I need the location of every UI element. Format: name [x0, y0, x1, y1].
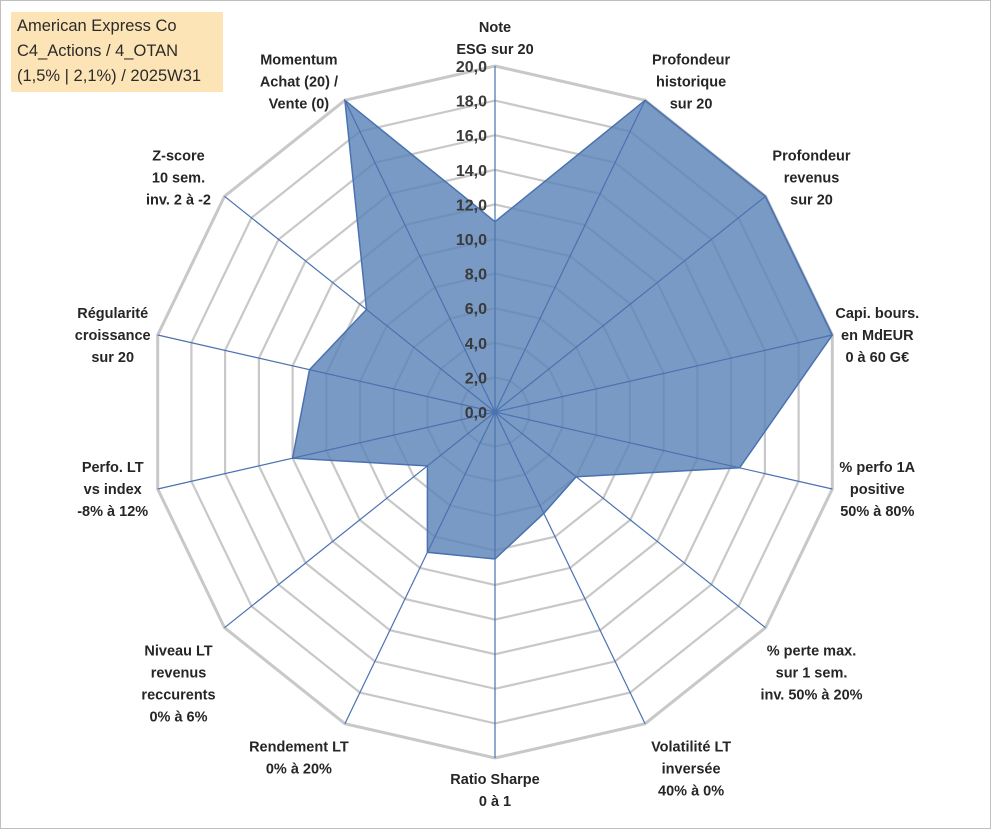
axis-label-line: revenus	[784, 170, 840, 186]
spoke-6	[494, 411, 646, 724]
axis-label-1: Profondeur historique sur 20	[652, 52, 730, 112]
spoke-1	[494, 100, 646, 413]
tick-label-0: 0,0	[465, 405, 487, 422]
axis-label-line: % perte max.	[767, 644, 856, 660]
axis-label-line: Vente (0)	[269, 96, 330, 112]
axis-label-line: en MdEUR	[841, 328, 914, 344]
axis-label-5: % perte max. sur 1 sem. inv. 50% à 20%	[760, 644, 862, 704]
axis-label-7: Ratio Sharpe 0 à 1	[450, 772, 539, 810]
tick-label-2: 4,0	[465, 336, 487, 353]
axis-label-line: -8% à 12%	[77, 504, 148, 520]
axis-label-line: positive	[850, 482, 905, 498]
tick-label-8: 16,0	[456, 128, 487, 145]
info-company: American Express Co	[17, 17, 177, 35]
axis-label-line: 0% à 6%	[149, 710, 207, 726]
axis-label-line: sur 1 sem.	[776, 666, 848, 682]
tick-label-4: 8,0	[465, 267, 487, 284]
axis-label-8: Rendement LT 0% à 20%	[249, 740, 349, 778]
axis-label-line: % perfo 1A	[839, 460, 915, 476]
spoke-11	[157, 334, 496, 413]
axis-label-line: sur 20	[790, 192, 833, 208]
axis-label-12: Z-score 10 sem. inv. 2 à -2	[146, 148, 211, 208]
tick-label-10: 20,0	[456, 59, 487, 76]
series-layer	[291, 98, 834, 560]
tick-label-6: 12,0	[456, 197, 487, 214]
axis-label-line: Profondeur	[652, 52, 730, 68]
axis-label-line: revenus	[151, 666, 207, 682]
axis-label-6: Volatilité LT inversée 40% à 0%	[651, 740, 731, 800]
axis-label-0: Note ESG sur 20	[456, 20, 533, 58]
axis-label-line: Capi. bours.	[835, 306, 919, 322]
axis-label-line: Rendement LT	[249, 740, 349, 756]
axis-label-line: inv. 2 à -2	[146, 192, 211, 208]
axis-label-line: 40% à 0%	[658, 784, 724, 800]
axis-label-10: Perfo. LT vs index -8% à 12%	[77, 460, 148, 520]
spoke-layer	[157, 66, 833, 758]
axis-label-9: Niveau LT revenus reccurents 0% à 6%	[141, 644, 215, 726]
axis-label-line: Perfo. LT	[82, 460, 144, 476]
axis-label-line: Niveau LT	[144, 644, 212, 660]
axis-label-line: croissance	[75, 328, 151, 344]
axis-label-11: Régularité croissance sur 20	[75, 306, 151, 366]
spoke-5	[494, 411, 766, 629]
axis-label-line: Volatilité LT	[651, 740, 731, 756]
axis-label-line: 10 sem.	[152, 170, 205, 186]
axis-label-line: sur 20	[670, 96, 713, 112]
axis-label-line: historique	[656, 74, 726, 90]
info-box: American Express Co C4_Actions / 4_OTAN …	[11, 12, 223, 92]
axis-label-line: Achat (20) /	[260, 74, 338, 90]
tick-label-9: 18,0	[456, 94, 487, 111]
spoke-13	[344, 100, 496, 413]
spoke-12	[224, 195, 496, 413]
spoke-3	[494, 334, 833, 413]
tick-label-1: 2,0	[465, 370, 487, 387]
tick-layer: 0,0 2,0 4,0 6,0 8,0 10,0 12,0 14,0 16,0 18,0 20,0	[456, 59, 487, 422]
axis-label-line: reccurents	[141, 688, 215, 704]
tick-label-7: 14,0	[456, 163, 487, 180]
axis-label-line: Note	[479, 20, 511, 36]
label-layer: Note ESG sur 20 Profondeur historique sur 20…	[75, 20, 919, 810]
axis-label-line: 0 à 60 G€	[845, 350, 909, 366]
axis-label-line: Régularité	[77, 306, 148, 322]
axis-label-line: 0 à 1	[479, 794, 511, 810]
axis-label-line: Momentum	[260, 52, 337, 68]
axis-label-line: vs index	[84, 482, 142, 498]
axis-label-line: Ratio Sharpe	[450, 772, 539, 788]
series-area	[291, 98, 834, 560]
spoke-4	[494, 411, 833, 490]
axis-label-line: Z-score	[152, 148, 204, 164]
info-category: C4_Actions / 4_OTAN	[17, 42, 179, 60]
axis-label-line: 0% à 20%	[266, 762, 332, 778]
tick-label-3: 6,0	[465, 301, 487, 318]
axis-label-line: ESG sur 20	[456, 42, 533, 58]
spoke-10	[157, 411, 496, 490]
axis-label-line: inv. 50% à 20%	[760, 688, 862, 704]
axis-label-4: % perfo 1A positive 50% à 80%	[839, 460, 915, 520]
tick-label-5: 10,0	[456, 232, 487, 249]
axis-label-line: inversée	[662, 762, 721, 778]
axis-label-2: Profondeur revenus sur 20	[772, 148, 850, 208]
axis-label-13: Momentum Achat (20) / Vente (0)	[260, 52, 338, 112]
spoke-9	[224, 411, 496, 629]
spoke-8	[344, 411, 496, 724]
spoke-2	[494, 195, 766, 413]
info-period: (1,5% | 2,1%) / 2025W31	[17, 67, 202, 85]
axis-label-line: Profondeur	[772, 148, 850, 164]
axis-label-3: Capi. bours. en MdEUR 0 à 60 G€	[835, 306, 919, 366]
axis-label-line: sur 20	[91, 350, 134, 366]
axis-label-line: 50% à 80%	[840, 504, 914, 520]
